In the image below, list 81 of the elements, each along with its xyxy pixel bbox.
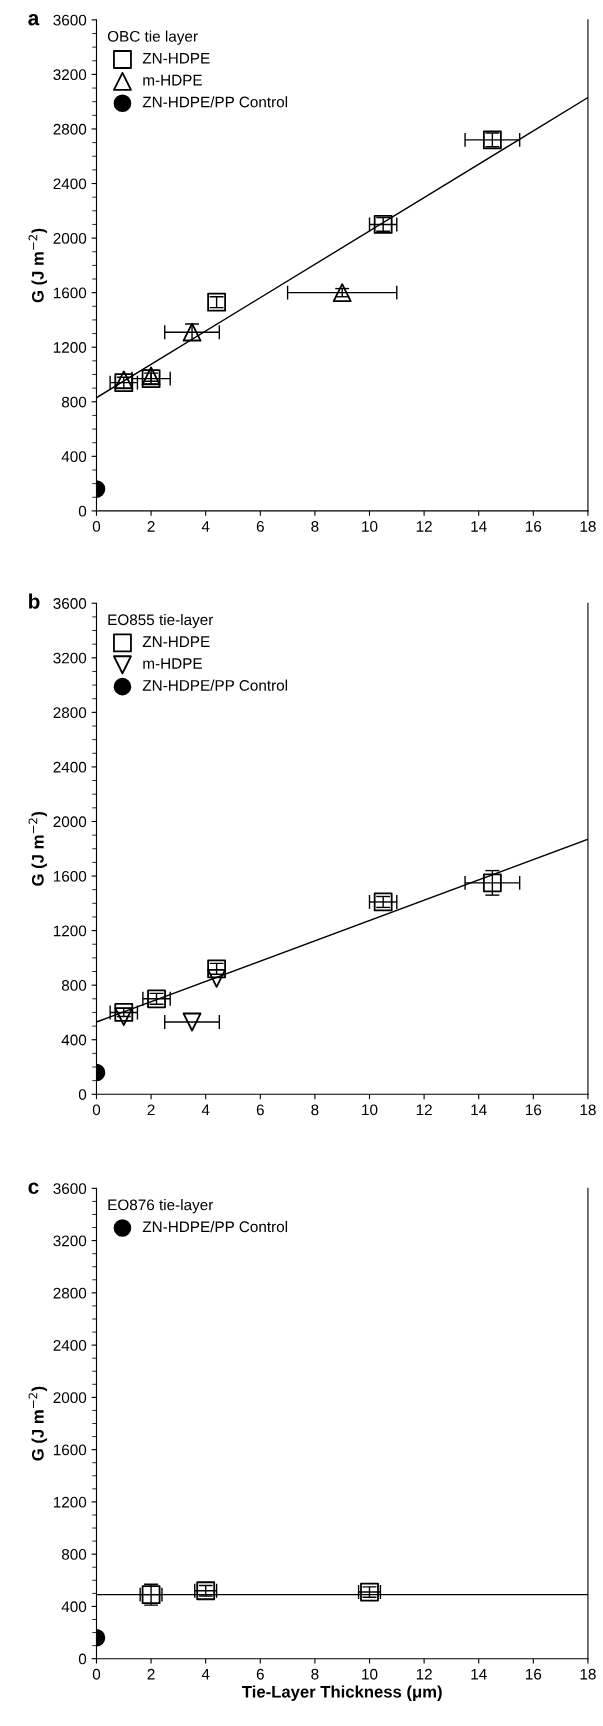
- x-tick-label: 4: [201, 1104, 210, 1116]
- y-tick-label: 2800: [53, 707, 87, 719]
- y-tick-label: 1600: [53, 1444, 87, 1456]
- x-tick-label: 0: [92, 1668, 101, 1680]
- y-tick-label: 800: [61, 396, 87, 408]
- x-tick-label: 4: [201, 1668, 210, 1680]
- point: [332, 283, 352, 303]
- y-tick-label: 3600: [53, 598, 87, 609]
- x-tick-label: 2: [147, 1668, 155, 1680]
- text: c: [28, 1182, 39, 1194]
- y-tick-label: 400: [61, 1601, 87, 1613]
- x-tick-label: 18: [580, 521, 596, 532]
- y-tick-label: 400: [61, 451, 87, 463]
- x-tick-label: 0: [92, 521, 101, 532]
- x-tick-label: 2: [147, 521, 155, 532]
- x-tick-label: 12: [416, 1668, 432, 1680]
- x-tick-label: 14: [471, 1104, 487, 1116]
- y-tick-label: 2800: [53, 123, 87, 135]
- x-tick-label: 4: [201, 521, 210, 532]
- y-tick-label: 1600: [53, 287, 87, 299]
- y-axis-title: G (J m$^{−2}$): [28, 1386, 48, 1461]
- x-tick-label: 10: [362, 1104, 378, 1116]
- text: a: [28, 14, 40, 26]
- legend-label: m-HDPE: [143, 658, 202, 669]
- legend-label: ZN-HDPE/PP Control: [142, 96, 288, 108]
- x-tick-label: 12: [416, 521, 432, 532]
- y-tick-label: 0: [78, 505, 87, 517]
- y-tick-label: 3200: [53, 69, 87, 81]
- x-tick-label: 18: [580, 1668, 596, 1680]
- y-tick-label: 800: [61, 1549, 87, 1560]
- text: b: [29, 593, 40, 609]
- legend-label: ZN-HDPE: [142, 636, 210, 647]
- y-tick-label: 2400: [53, 761, 87, 773]
- x-tick-label: 0: [92, 1104, 101, 1116]
- x-tick-label: 8: [311, 1668, 319, 1680]
- x-tick-label: 12: [416, 1104, 432, 1116]
- x-tick-label: 8: [311, 521, 319, 532]
- y-tick-label: 1200: [53, 342, 87, 353]
- x-tick-label: 10: [362, 521, 378, 532]
- y-tick-label: 1200: [53, 925, 87, 937]
- y-axis-title: G (J m$^{−2}$): [28, 228, 48, 303]
- y-tick-label: 800: [61, 980, 87, 991]
- y-tick-label: 1600: [53, 870, 87, 882]
- y-tick-label: 1200: [53, 1496, 87, 1508]
- y-tick-label: 0: [78, 1089, 87, 1100]
- x-tick-label: 18: [580, 1104, 596, 1116]
- y-tick-label: 3600: [53, 14, 87, 26]
- point: [114, 1003, 134, 1022]
- y-tick-label: 2000: [53, 232, 87, 244]
- legend-label: ZN-HDPE: [142, 52, 210, 64]
- y-tick-label: 400: [61, 1034, 87, 1046]
- legend-label: ZN-HDPE/PP Control: [142, 1220, 288, 1233]
- point: [147, 989, 166, 1009]
- x-tick-label: 2: [147, 1104, 155, 1116]
- y-tick-label: 0: [78, 1653, 87, 1665]
- x-tick-label: 14: [471, 1668, 487, 1680]
- legend-title: OBC tie layer: [107, 30, 198, 45]
- x-tick-label: 16: [525, 1668, 542, 1680]
- x-tick-label: 6: [256, 1668, 264, 1680]
- x-tick-label: 16: [525, 521, 542, 532]
- x-tick-label: 10: [362, 1668, 378, 1680]
- y-tick-label: 2000: [53, 816, 87, 828]
- y-tick-label: 3200: [53, 1235, 87, 1247]
- point: [182, 1012, 202, 1032]
- x-tick-label: 16: [525, 1104, 542, 1116]
- x-tick-label: 8: [311, 1104, 319, 1116]
- y-tick-label: 3600: [53, 1183, 87, 1195]
- legend-label: m-HDPE: [143, 74, 202, 86]
- legend-title: EO876 tie-layer: [108, 1199, 214, 1214]
- x-axis-title: Tie-Layer Thickness (μm): [242, 1685, 442, 1701]
- x-tick-label: 6: [256, 1104, 264, 1116]
- y-tick-label: 3200: [53, 652, 87, 664]
- x-tick-label: 14: [471, 521, 487, 532]
- y-tick-label: 2400: [53, 1340, 87, 1351]
- y-tick-label: 2800: [53, 1287, 87, 1299]
- legend-label: ZN-HDPE/PP Control: [142, 679, 288, 691]
- legend-title: EO855 tie-layer: [108, 613, 214, 629]
- x-tick-label: 6: [256, 521, 264, 532]
- y-axis-title: G (J m$^{−2}$): [28, 812, 48, 886]
- y-tick-label: 2400: [53, 178, 87, 190]
- y-tick-label: 2000: [53, 1392, 87, 1404]
